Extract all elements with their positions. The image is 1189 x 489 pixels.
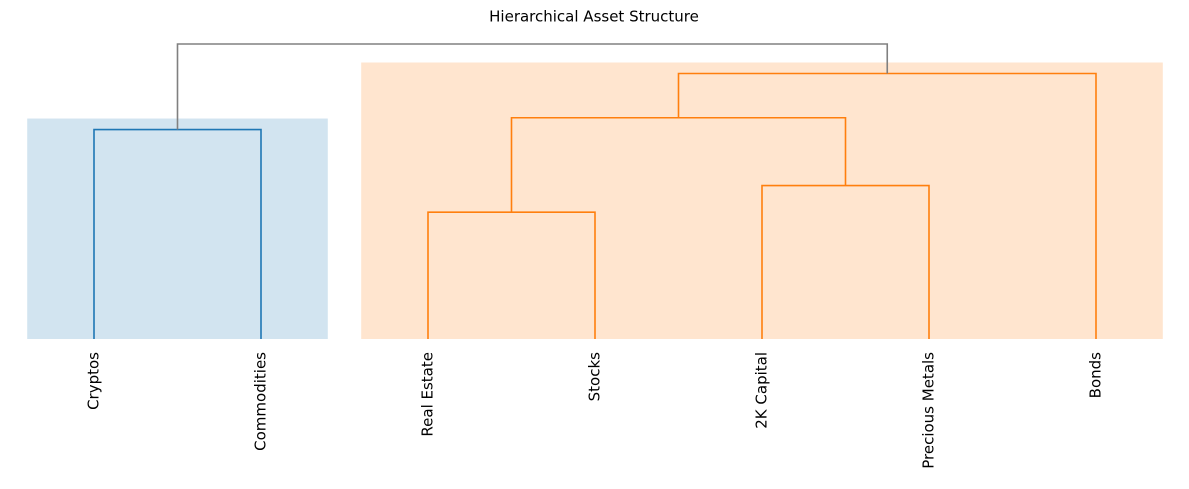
leaf-label: Commodities xyxy=(252,352,270,451)
leaf-label: Cryptos xyxy=(85,352,103,410)
chart-title: Hierarchical Asset Structure xyxy=(489,8,699,26)
leaf-label: 2K Capital xyxy=(753,352,771,429)
cluster-box xyxy=(27,118,328,339)
leaf-label: Bonds xyxy=(1087,352,1105,398)
leaf-label: Precious Metals xyxy=(920,352,938,469)
link xyxy=(176,43,889,130)
leaf-label: Real Estate xyxy=(419,352,437,437)
leaf-label: Stocks xyxy=(586,352,604,402)
